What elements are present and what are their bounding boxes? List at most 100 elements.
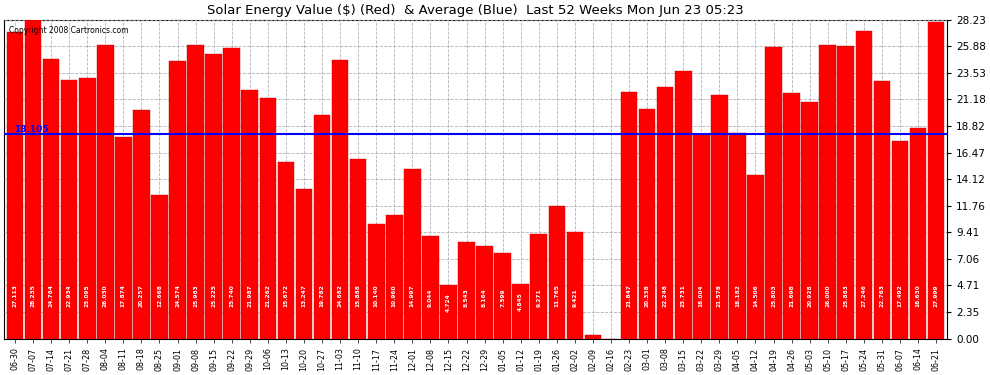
Bar: [314, 115, 331, 339]
Text: 25.803: 25.803: [771, 284, 776, 307]
Text: 4.845: 4.845: [518, 292, 523, 311]
Bar: [711, 95, 728, 339]
Text: 20.338: 20.338: [644, 284, 649, 307]
Bar: [349, 159, 366, 339]
Text: 9.044: 9.044: [428, 288, 433, 307]
Bar: [115, 136, 132, 339]
Text: 25.963: 25.963: [193, 284, 198, 307]
Text: 18.630: 18.630: [916, 284, 921, 307]
Text: 20.928: 20.928: [807, 284, 812, 307]
Bar: [259, 98, 276, 339]
Text: 17.492: 17.492: [898, 284, 903, 307]
Bar: [43, 59, 59, 339]
Bar: [675, 70, 692, 339]
Bar: [494, 253, 511, 339]
Text: 9.421: 9.421: [572, 288, 577, 307]
Bar: [910, 128, 927, 339]
Text: 14.506: 14.506: [753, 284, 758, 307]
Text: 13.247: 13.247: [302, 284, 307, 307]
Bar: [801, 102, 818, 339]
Bar: [151, 195, 167, 339]
Bar: [458, 242, 475, 339]
Bar: [368, 224, 384, 339]
Text: 22.248: 22.248: [662, 284, 667, 307]
Bar: [169, 61, 186, 339]
Text: 10.960: 10.960: [392, 284, 397, 307]
Bar: [693, 135, 710, 339]
Bar: [765, 47, 782, 339]
Text: 25.225: 25.225: [211, 284, 216, 307]
Text: 14.997: 14.997: [410, 284, 415, 307]
Text: 23.095: 23.095: [85, 284, 90, 307]
Text: 24.574: 24.574: [175, 284, 180, 307]
Bar: [657, 87, 673, 339]
Bar: [296, 189, 312, 339]
Bar: [639, 109, 655, 339]
Bar: [441, 285, 456, 339]
Text: 18.004: 18.004: [699, 284, 704, 307]
Bar: [422, 236, 439, 339]
Text: 22.763: 22.763: [879, 284, 884, 307]
Text: 21.262: 21.262: [265, 284, 270, 307]
Bar: [133, 110, 149, 339]
Bar: [242, 90, 258, 339]
Bar: [7, 32, 24, 339]
Text: 10.140: 10.140: [373, 284, 379, 307]
Text: Copyright 2008 Cartronics.com: Copyright 2008 Cartronics.com: [9, 26, 129, 35]
Bar: [60, 80, 77, 339]
Bar: [332, 60, 348, 339]
Bar: [621, 92, 638, 339]
Bar: [79, 78, 96, 339]
Bar: [747, 175, 764, 339]
Bar: [928, 22, 944, 339]
Text: 25.740: 25.740: [230, 284, 235, 307]
Text: 25.863: 25.863: [843, 284, 848, 307]
Bar: [585, 335, 601, 339]
Bar: [513, 284, 529, 339]
Text: 22.934: 22.934: [66, 284, 71, 307]
Text: 18.105: 18.105: [14, 125, 49, 134]
Bar: [205, 54, 222, 339]
Text: 12.668: 12.668: [157, 284, 162, 307]
Bar: [476, 246, 493, 339]
Text: 20.257: 20.257: [139, 284, 144, 307]
Text: 27.999: 27.999: [934, 284, 939, 307]
Text: 21.987: 21.987: [248, 284, 252, 307]
Text: 21.698: 21.698: [789, 284, 794, 307]
Bar: [25, 20, 42, 339]
Bar: [548, 206, 565, 339]
Bar: [838, 46, 854, 339]
Text: 26.000: 26.000: [826, 284, 831, 307]
Text: 24.764: 24.764: [49, 284, 53, 307]
Bar: [855, 31, 872, 339]
Text: 21.847: 21.847: [627, 284, 632, 307]
Bar: [97, 45, 114, 339]
Text: 15.672: 15.672: [283, 284, 288, 307]
Text: 8.164: 8.164: [482, 288, 487, 307]
Text: 8.543: 8.543: [464, 288, 469, 307]
Text: 24.682: 24.682: [338, 284, 343, 307]
Bar: [386, 215, 403, 339]
Title: Solar Energy Value ($) (Red)  & Average (Blue)  Last 52 Weeks Mon Jun 23 05:23: Solar Energy Value ($) (Red) & Average (…: [207, 4, 743, 17]
Bar: [820, 45, 836, 339]
Bar: [873, 81, 890, 339]
Text: 19.782: 19.782: [320, 284, 325, 307]
Text: 21.578: 21.578: [717, 284, 722, 307]
Bar: [404, 169, 421, 339]
Bar: [531, 234, 547, 339]
Text: 9.271: 9.271: [537, 288, 542, 307]
Bar: [187, 45, 204, 339]
Text: 28.235: 28.235: [31, 284, 36, 307]
Bar: [277, 162, 294, 339]
Text: 7.599: 7.599: [500, 288, 505, 307]
Bar: [783, 93, 800, 339]
Text: 4.724: 4.724: [446, 293, 451, 312]
Text: 27.113: 27.113: [13, 284, 18, 307]
Bar: [892, 141, 908, 339]
Text: 26.030: 26.030: [103, 284, 108, 307]
Text: 11.765: 11.765: [554, 284, 559, 307]
Text: 15.888: 15.888: [355, 284, 360, 307]
Text: 18.182: 18.182: [735, 284, 740, 307]
Bar: [729, 133, 745, 339]
Text: 23.731: 23.731: [681, 284, 686, 307]
